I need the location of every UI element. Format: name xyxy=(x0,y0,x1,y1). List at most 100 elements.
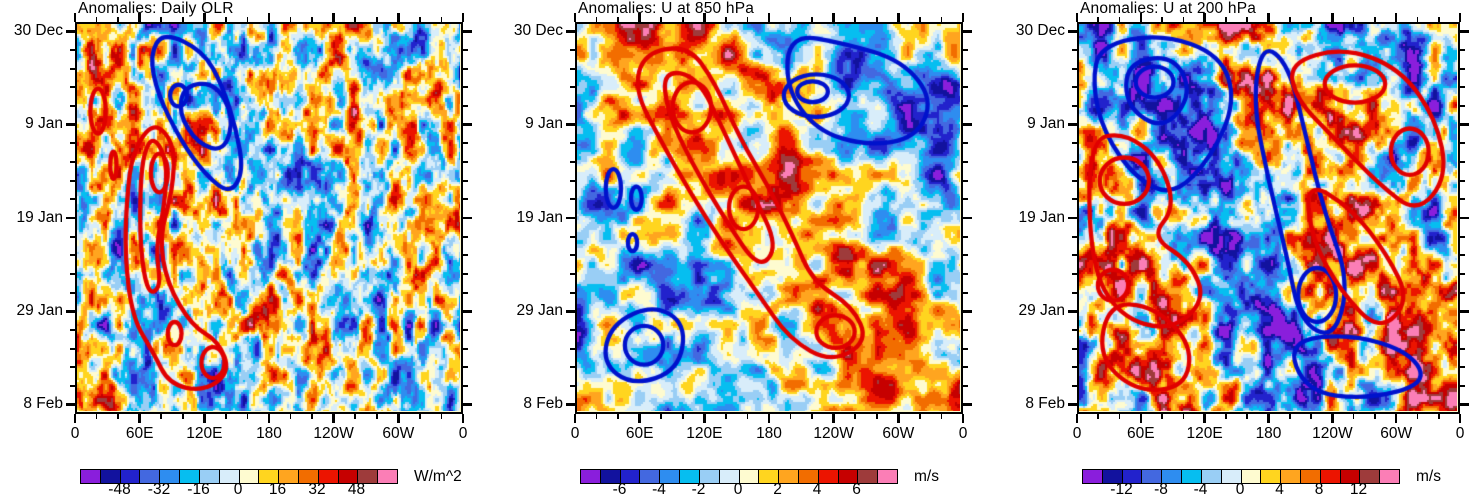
y-tick xyxy=(963,347,968,350)
colorbar-cell xyxy=(759,470,780,483)
x-tick xyxy=(961,13,965,22)
x-tick xyxy=(160,17,163,22)
x-tick-label: 120W xyxy=(813,425,854,442)
y-tick xyxy=(963,254,968,257)
x-tick xyxy=(573,13,577,22)
x-tick xyxy=(1310,414,1312,419)
y-tick xyxy=(1072,67,1077,70)
x-tick xyxy=(117,17,119,22)
x-tick xyxy=(95,414,98,419)
y-tick xyxy=(70,49,75,51)
y-tick-label: 9 Jan xyxy=(525,115,563,133)
colorbar-cell xyxy=(1221,470,1242,483)
x-tick-label: 180 xyxy=(1255,425,1282,442)
colorbar-tick-label: 0 xyxy=(733,481,743,497)
x-tick xyxy=(289,414,292,419)
x-tick xyxy=(1352,414,1355,419)
colorbar-tick-label: 4 xyxy=(1275,481,1284,497)
y-tick-label: 9 Jan xyxy=(25,115,63,133)
y-tick xyxy=(566,216,575,220)
x-tick xyxy=(1161,414,1163,419)
colorbar-cell xyxy=(798,470,819,483)
x-tick xyxy=(1374,17,1376,22)
x-tick xyxy=(160,414,163,419)
y-tick xyxy=(570,142,575,145)
x-tick xyxy=(789,17,792,22)
colorbar-cell xyxy=(1300,470,1321,483)
x-tick xyxy=(117,414,119,419)
colorbar-cell xyxy=(818,470,839,483)
x-tick xyxy=(1225,17,1227,22)
y-tick xyxy=(463,347,468,350)
colorbar-cell xyxy=(318,470,339,483)
x-tick xyxy=(789,414,792,419)
y-tick xyxy=(70,329,75,331)
x-tick xyxy=(1118,17,1121,22)
y-tick xyxy=(1068,30,1077,33)
x-tick-label: 0 xyxy=(1072,425,1082,442)
x-tick xyxy=(354,414,357,419)
colorbar-cell xyxy=(600,470,621,483)
x-tick-label: 120E xyxy=(686,425,723,442)
x-tick xyxy=(832,414,835,423)
colorbar-cell xyxy=(378,470,397,483)
x-tick xyxy=(311,414,313,419)
x-tick xyxy=(138,13,141,22)
y-tick xyxy=(1460,329,1465,331)
x-tick xyxy=(1182,17,1185,22)
colorbar-tick-label: 12 xyxy=(1349,481,1368,497)
x-tick xyxy=(138,414,141,423)
x-tick xyxy=(1267,414,1270,423)
x-tick xyxy=(311,17,313,22)
colorbar-cell xyxy=(1261,470,1282,483)
y-tick xyxy=(963,123,972,126)
x-tick xyxy=(1394,414,1398,423)
y-tick xyxy=(963,161,968,163)
y-tick-label: 8 Feb xyxy=(23,395,63,413)
y-tick xyxy=(963,142,968,145)
field-canvas xyxy=(77,24,460,411)
y-tick xyxy=(963,366,968,369)
x-tick xyxy=(375,414,378,419)
y-tick xyxy=(66,403,75,406)
y-tick xyxy=(463,329,468,331)
colorbar-cell xyxy=(680,470,700,483)
x-tick xyxy=(354,17,357,22)
y-tick xyxy=(463,366,468,369)
x-tick xyxy=(1416,414,1419,419)
x-tick xyxy=(573,414,577,423)
x-tick xyxy=(246,414,249,419)
x-tick xyxy=(332,13,335,22)
colorbar xyxy=(1082,469,1400,484)
colorbar-cell xyxy=(739,470,760,483)
y-tick xyxy=(463,198,468,201)
colorbar-cell xyxy=(338,470,359,483)
y-tick xyxy=(963,105,968,107)
colorbar xyxy=(80,469,398,484)
y-tick xyxy=(963,403,972,406)
x-tick-label: 180 xyxy=(756,425,782,442)
colorbar-cell xyxy=(279,470,299,483)
x-tick xyxy=(854,17,857,22)
y-tick xyxy=(463,86,468,89)
x-tick xyxy=(1458,13,1462,22)
colorbar xyxy=(580,469,898,484)
y-tick xyxy=(570,366,575,369)
y-tick xyxy=(570,347,575,350)
colorbar-tick-label: 16 xyxy=(268,481,287,497)
x-tick xyxy=(767,13,771,22)
x-tick xyxy=(703,414,706,423)
x-tick xyxy=(919,414,921,419)
y-tick xyxy=(66,310,75,313)
x-tick xyxy=(746,17,749,22)
colorbar-cell xyxy=(100,470,121,483)
x-tick-label: 120W xyxy=(313,425,354,442)
y-tick xyxy=(463,161,468,163)
y-tick xyxy=(1460,254,1465,257)
colorbar-cell xyxy=(878,470,897,483)
plot-area xyxy=(75,22,463,414)
y-tick xyxy=(1460,105,1465,107)
colorbar-tick-label: -32 xyxy=(147,481,171,497)
colorbar-cell xyxy=(298,470,319,483)
